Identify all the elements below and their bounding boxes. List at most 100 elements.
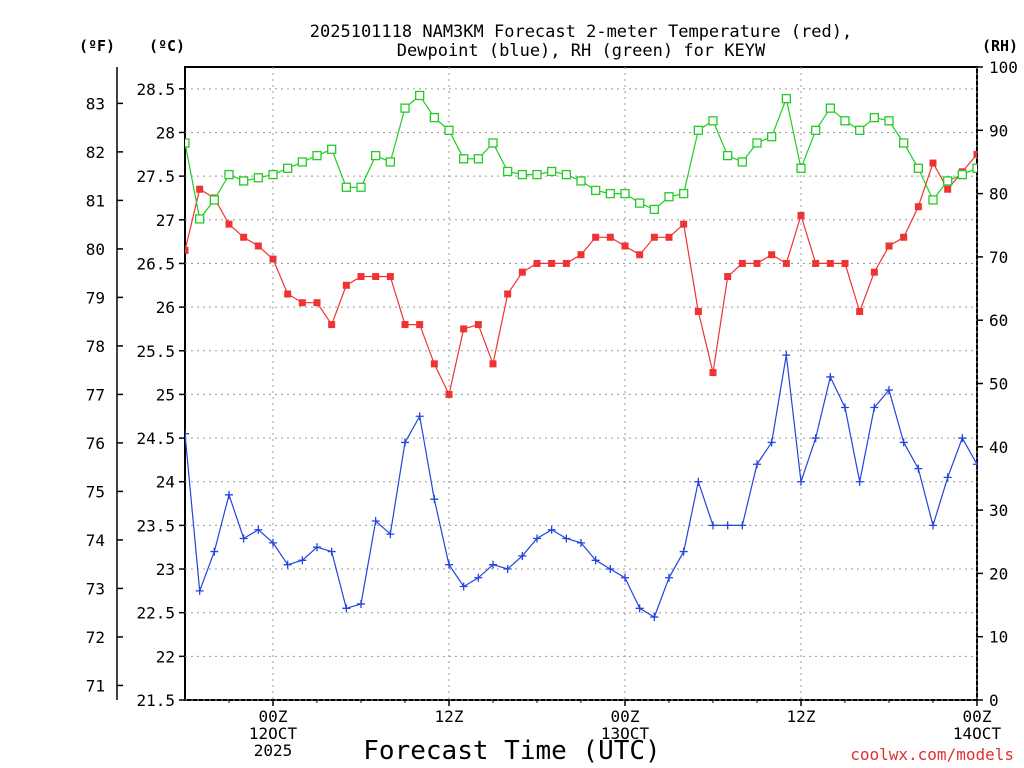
rh-point	[708, 116, 718, 126]
temperature-point	[782, 259, 790, 267]
temperature-point	[416, 321, 424, 329]
dewpoint-point	[254, 525, 263, 534]
rh-point	[825, 103, 835, 113]
rh-tick-label: 50	[989, 375, 1008, 394]
grid-lines	[185, 67, 978, 701]
dewpoint-point	[342, 604, 351, 613]
rh-point	[972, 163, 977, 173]
rh-point	[444, 125, 454, 135]
temperature-point	[386, 273, 394, 281]
temperature-point	[196, 185, 204, 193]
data-series	[185, 90, 977, 622]
rh-point	[576, 176, 586, 186]
rh-tick-label: 100	[989, 58, 1018, 77]
temperature-point	[797, 211, 805, 219]
dewpoint-point	[621, 573, 629, 582]
rh-point	[913, 163, 923, 173]
celsius-axis: 21.5 22 22.5 23 23.5 24 24.5 25 25.5 26 26.5 27 27.5…	[136, 80, 185, 710]
rh-point	[253, 173, 263, 183]
temperature-point	[665, 233, 673, 241]
dewpoint-point	[679, 547, 688, 556]
dewpoint-point	[269, 538, 277, 547]
rh-point	[459, 154, 469, 164]
fahrenheit-tick-label: 72	[86, 628, 105, 647]
dewpoint-point	[210, 547, 219, 556]
series-line	[185, 153, 977, 397]
fahrenheit-tick-label: 80	[86, 240, 105, 259]
series-dewpoint	[185, 351, 977, 622]
dewpoint-point	[914, 464, 923, 473]
rh-point	[928, 195, 938, 205]
rh-point	[400, 103, 410, 113]
dewpoint-point	[885, 386, 893, 395]
dewpoint-point	[401, 438, 409, 447]
rh-point	[591, 185, 601, 196]
dewpoint-point	[313, 543, 321, 552]
dewpoint-point	[459, 582, 468, 591]
rh-point	[957, 169, 967, 180]
temperature-point	[562, 259, 570, 267]
temperature-point	[430, 360, 438, 368]
chart-title-line2: Dewpoint (blue), RH (green) for KEYW	[397, 41, 766, 61]
temperature-point	[841, 259, 849, 267]
dewpoint-point	[577, 538, 585, 547]
rh-point	[327, 144, 337, 154]
chart-title-line1: 2025101118 NAM3KM Forecast 2-meter Tempe…	[310, 22, 852, 42]
temperature-point	[504, 290, 512, 298]
dewpoint-point	[474, 573, 483, 582]
dewpoint-point	[665, 573, 673, 582]
temperature-point	[768, 251, 776, 259]
celsius-tick-label: 28.5	[136, 80, 175, 99]
temperature-point	[460, 325, 468, 333]
rh-point	[185, 138, 190, 148]
temperature-point	[856, 307, 864, 315]
temperature-point	[518, 268, 526, 276]
rh-point	[517, 169, 527, 180]
rh-point	[693, 125, 703, 135]
dewpoint-point	[357, 599, 365, 608]
rh-unit-label: (RH)	[982, 37, 1018, 55]
dewpoint-point	[753, 460, 761, 469]
dewpoint-point	[547, 525, 556, 534]
celsius-tick-label: 24.5	[136, 429, 175, 448]
rh-point	[532, 169, 542, 180]
dewpoint-point	[738, 521, 747, 530]
temperature-point	[185, 246, 189, 254]
dewpoint-point	[283, 560, 292, 569]
temperature-point	[284, 290, 292, 298]
temperature-point	[372, 273, 380, 281]
dewpoint-point	[225, 490, 233, 499]
time-tick-label: 12Z	[787, 707, 816, 726]
temperature-point	[738, 259, 746, 267]
temperature-point	[724, 273, 732, 281]
rh-point	[239, 176, 249, 186]
time-tick-label: 14OCT	[953, 724, 1002, 743]
fahrenheit-tick-label: 78	[86, 337, 105, 356]
rh-point	[385, 157, 395, 167]
rh-tick-label: 80	[989, 185, 1008, 204]
rh-point	[737, 157, 747, 167]
rh-point	[943, 176, 953, 186]
series-line	[185, 94, 977, 221]
rh-point	[869, 112, 879, 123]
temperature-point	[592, 233, 600, 241]
fahrenheit-tick-label: 79	[86, 288, 105, 307]
celsius-tick-label: 22	[156, 647, 175, 666]
fahrenheit-tick-label: 74	[86, 531, 105, 550]
rh-tick-label: 0	[989, 691, 999, 710]
series-rh	[185, 90, 977, 224]
temperature-point	[914, 203, 922, 211]
dewpoint-point	[327, 547, 336, 556]
temperature-point	[577, 251, 585, 259]
celsius-tick-label: 28	[156, 123, 175, 142]
dewpoint-point	[489, 560, 497, 569]
temperature-point	[445, 390, 453, 398]
dewpoint-point	[533, 534, 541, 543]
time-tick-label: 00Z	[963, 707, 992, 726]
fahrenheit-axis: 71 72 73 74 75 76 77 78 79 80 81 82 83	[86, 94, 123, 695]
temperature-point	[973, 150, 977, 158]
rh-point	[605, 188, 615, 199]
dewpoint-point	[415, 412, 424, 421]
rh-point	[268, 169, 278, 180]
rh-point	[635, 198, 645, 208]
